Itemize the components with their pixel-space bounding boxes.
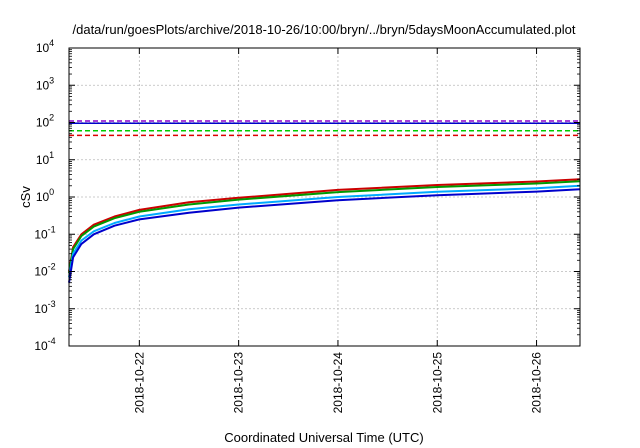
x-tick-label: 2018-10-26 — [530, 352, 544, 414]
y-tick-label: 104 — [36, 38, 54, 55]
grid — [69, 48, 580, 346]
y-axis-label: cSv — [18, 186, 33, 208]
series-line-3 — [68, 188, 581, 283]
x-tick-label: 2018-10-23 — [232, 352, 246, 414]
series-line-2 — [68, 184, 581, 278]
x-tick-label: 2018-10-25 — [430, 352, 444, 414]
y-tick-label: 10-1 — [34, 224, 55, 241]
y-tick-label: 10-2 — [34, 262, 55, 279]
y-tick-label: 10-4 — [34, 336, 55, 353]
x-tick-label: 2018-10-24 — [331, 352, 345, 414]
x-tick-label: 2018-10-22 — [132, 352, 146, 414]
series-line-1 — [68, 180, 581, 274]
y-tick-label: 102 — [36, 113, 54, 130]
x-axis-label: Coordinated Universal Time (UTC) — [224, 430, 423, 445]
y-tick-label: 101 — [36, 150, 54, 167]
tick-layer: 10-4 10-3 10-2 10-1 100 101 102 103 104 2018-10-2… — [34, 38, 580, 413]
series-layer — [68, 120, 581, 283]
chart-title: /data/run/goesPlots/archive/2018-10-26/1… — [73, 22, 576, 37]
y-tick-label: 103 — [36, 75, 54, 92]
y-tick-label: 10-3 — [34, 299, 55, 316]
y-tick-label: 100 — [36, 187, 54, 204]
